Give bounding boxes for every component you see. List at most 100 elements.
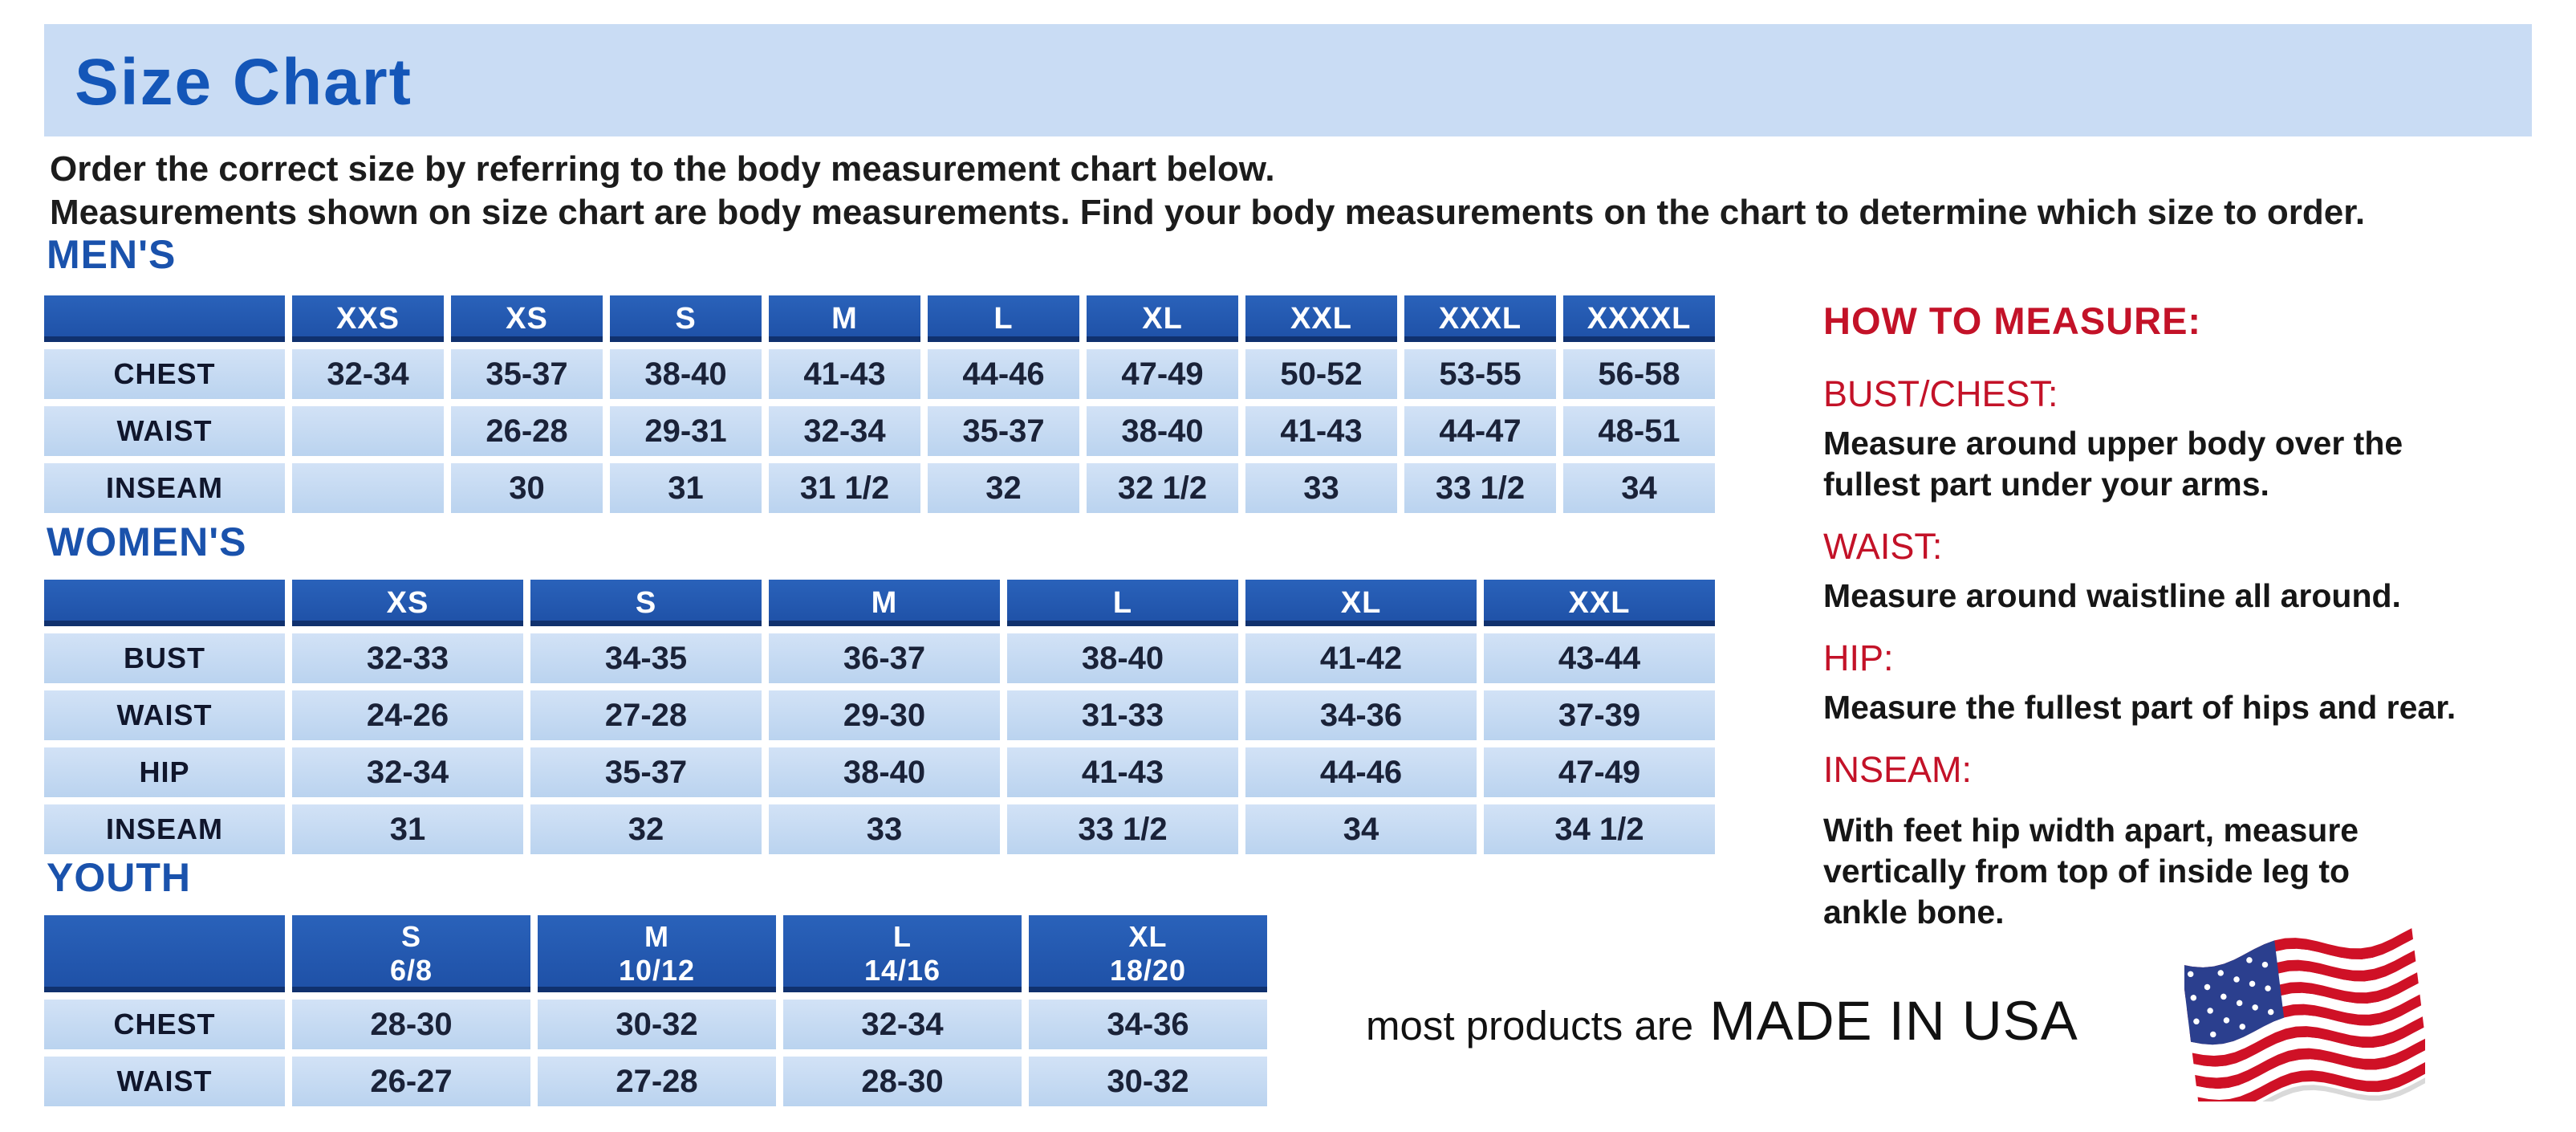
size-value-cell: 32-33 bbox=[292, 633, 523, 683]
size-header-label: M bbox=[644, 920, 669, 953]
size-value-cell: 37-39 bbox=[1484, 690, 1715, 740]
size-header-label: 10/12 bbox=[618, 954, 696, 987]
size-value-cell: 47-49 bbox=[1087, 349, 1238, 399]
size-value: 26-28 bbox=[486, 413, 568, 449]
size-value: 34 bbox=[1343, 811, 1379, 847]
size-value: 35-37 bbox=[604, 754, 688, 790]
table-header-row: XS S M L XL XXL bbox=[44, 580, 1715, 626]
measure-item-label: HIP: bbox=[1823, 637, 1894, 678]
size-value-cell: 24-26 bbox=[292, 690, 523, 740]
size-header-label: 14/16 bbox=[863, 954, 941, 987]
size-header-label: L bbox=[893, 920, 912, 953]
intro-line-2: Measurements shown on size chart are bod… bbox=[50, 193, 2366, 232]
table-row: WAIST 26-28 29-31 32-34 35-37 38-40 41-43 44-47… bbox=[44, 406, 1715, 456]
table-row: CHEST 32-34 35-37 38-40 41-43 44-46 47-49 50-52… bbox=[44, 349, 1715, 399]
size-value: 33 bbox=[1303, 470, 1339, 506]
size-value-cell: 32 bbox=[530, 804, 762, 854]
measurement-label-cell: WAIST bbox=[44, 1057, 285, 1106]
size-value-cell: 44-46 bbox=[928, 349, 1079, 399]
size-header-cell: S bbox=[530, 580, 762, 626]
size-value: 33 bbox=[866, 811, 903, 847]
size-value: 56-58 bbox=[1598, 356, 1680, 392]
size-value-cell: 32-34 bbox=[769, 406, 920, 456]
womens-size-table: XS S M L XL XXL BUST 32-33 34-35 36-37 38-40 41-42 4… bbox=[44, 580, 1715, 861]
youth-size-table: S 6/8 M 10/12 L 14/16 XL 18/20 CHEST 28-30 30-32 32… bbox=[44, 915, 1267, 1114]
size-value: 32-34 bbox=[803, 413, 886, 449]
made-in-usa-text: MADE IN USA bbox=[1709, 990, 2078, 1052]
size-header-cell: L bbox=[928, 295, 1079, 342]
size-value-cell: 34 1/2 bbox=[1484, 804, 1715, 854]
size-header-cell: XL bbox=[1087, 295, 1238, 342]
size-value: 41-42 bbox=[1319, 640, 1403, 676]
size-header-label: XS bbox=[506, 301, 548, 336]
size-value-cell: 38-40 bbox=[1087, 406, 1238, 456]
size-value: 47-49 bbox=[1121, 356, 1204, 392]
size-value: 41-43 bbox=[1280, 413, 1363, 449]
size-value-cell: 33 bbox=[1245, 463, 1397, 513]
measurement-label-cell: WAIST bbox=[44, 406, 285, 456]
measurement-label: WAIST bbox=[116, 698, 213, 731]
size-value-cell: 44-46 bbox=[1245, 747, 1477, 797]
size-value: 26-27 bbox=[370, 1063, 453, 1099]
table-row: HIP 32-34 35-37 38-40 41-43 44-46 47-49 bbox=[44, 747, 1715, 797]
size-value-cell: 34-36 bbox=[1029, 1000, 1267, 1049]
size-value: 32-34 bbox=[366, 754, 449, 790]
size-header-label: M bbox=[831, 301, 858, 336]
size-header-cell: S bbox=[610, 295, 762, 342]
size-value: 38-40 bbox=[1121, 413, 1204, 449]
size-value: 44-46 bbox=[1319, 754, 1403, 790]
corner-cell bbox=[44, 295, 285, 342]
size-value-cell: 41-43 bbox=[1007, 747, 1238, 797]
size-value: 32 1/2 bbox=[1117, 470, 1208, 506]
size-value: 44-47 bbox=[1439, 413, 1522, 449]
size-value: 27-28 bbox=[616, 1063, 698, 1099]
size-value: 27-28 bbox=[604, 697, 688, 733]
size-value: 48-51 bbox=[1598, 413, 1680, 449]
size-header-cell: XXS bbox=[292, 295, 444, 342]
intro-text: Order the correct size by referring to t… bbox=[50, 148, 2365, 234]
table-header-row: S 6/8 M 10/12 L 14/16 XL 18/20 bbox=[44, 915, 1267, 992]
size-value: 29-31 bbox=[644, 413, 727, 449]
measurement-label-cell: INSEAM bbox=[44, 463, 285, 513]
size-value-cell: 41-42 bbox=[1245, 633, 1477, 683]
size-value: 33 1/2 bbox=[1078, 811, 1168, 847]
size-value-cell: 32 1/2 bbox=[1087, 463, 1238, 513]
size-header-cell: XXL bbox=[1245, 295, 1397, 342]
size-value: 38-40 bbox=[644, 356, 727, 392]
corner-cell bbox=[44, 580, 285, 626]
size-value-cell: 32-34 bbox=[292, 349, 444, 399]
measurement-label: HIP bbox=[139, 755, 190, 788]
size-value-cell: 48-51 bbox=[1563, 406, 1715, 456]
size-header-cell: XS bbox=[292, 580, 523, 626]
size-value-cell: 31 bbox=[610, 463, 762, 513]
size-value: 31 bbox=[668, 470, 704, 506]
made-in-usa-note: most products are MADE IN USA bbox=[1366, 989, 2078, 1053]
measurement-label: CHEST bbox=[113, 357, 216, 390]
size-value: 34 bbox=[1621, 470, 1657, 506]
table-row: INSEAM 31 32 33 33 1/2 34 34 1/2 bbox=[44, 804, 1715, 854]
measurement-label: INSEAM bbox=[105, 812, 223, 845]
size-header-label: S bbox=[400, 920, 421, 953]
size-value-cell: 34-36 bbox=[1245, 690, 1477, 740]
size-value-cell: 41-43 bbox=[1245, 406, 1397, 456]
measure-item-label: WAIST: bbox=[1823, 526, 1943, 567]
size-header-cell: XXL bbox=[1484, 580, 1715, 626]
size-value: 34-35 bbox=[604, 640, 688, 676]
size-value: 31 1/2 bbox=[799, 470, 890, 506]
size-value-cell bbox=[292, 463, 444, 513]
size-header-label: L bbox=[993, 301, 1014, 336]
size-value-cell: 32 bbox=[928, 463, 1079, 513]
youth-section-title: YOUTH bbox=[47, 855, 191, 900]
size-value: 50-52 bbox=[1280, 356, 1363, 392]
size-value-cell: 30 bbox=[451, 463, 603, 513]
mens-section-title: MEN'S bbox=[47, 232, 177, 277]
size-value: 47-49 bbox=[1558, 754, 1641, 790]
size-value-cell: 32-34 bbox=[783, 1000, 1022, 1049]
size-value: 34-36 bbox=[1107, 1006, 1189, 1042]
size-header-label: 18/20 bbox=[1109, 954, 1187, 987]
measure-item-text: Measure around waistline all around. bbox=[1823, 577, 2401, 614]
size-value: 32 bbox=[985, 470, 1022, 506]
size-value-cell: 30-32 bbox=[538, 1000, 776, 1049]
table-row: WAIST 24-26 27-28 29-30 31-33 34-36 37-39 bbox=[44, 690, 1715, 740]
size-header-label: M bbox=[871, 585, 898, 620]
